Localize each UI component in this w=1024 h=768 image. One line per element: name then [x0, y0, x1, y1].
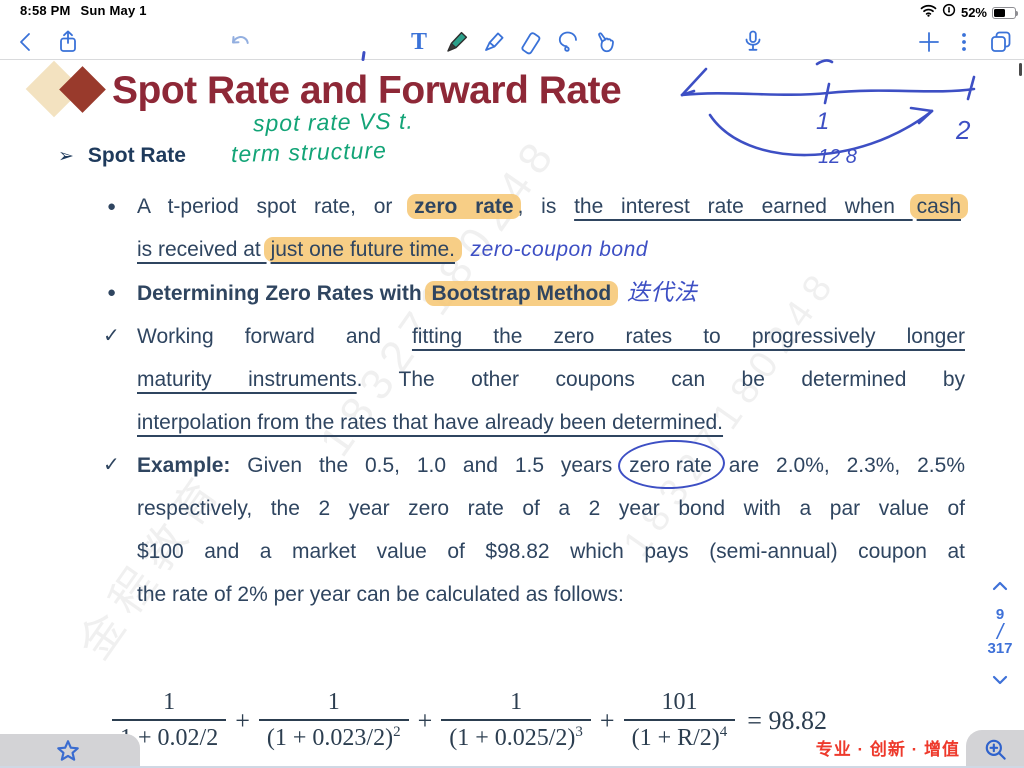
bookmark-tab[interactable] — [0, 734, 140, 768]
working-line2: maturity instruments. The other coupons … — [137, 368, 965, 391]
ink-label-2: 2 — [955, 115, 971, 145]
slide-title-row: Spot Rate and Forward Rate — [25, 60, 622, 118]
ink-note-zero-coupon: zero-coupon bond — [470, 238, 648, 261]
section-heading-row: ➢ Spot Rate — [58, 144, 186, 168]
scroll-indicator[interactable] — [1019, 63, 1022, 76]
brand-slogan: 专业 · 创新 · 增值 — [815, 740, 960, 759]
wifi-icon — [920, 4, 937, 22]
example-line2: respectively, the 2 year zero rate of a … — [137, 497, 965, 520]
star-icon — [57, 740, 79, 761]
undo-button[interactable] — [224, 26, 256, 58]
highlighted-term: Bootstrap Method — [424, 281, 619, 306]
example-line4: the rate of 2% per year can be calculate… — [137, 583, 624, 606]
page-up-button[interactable] — [990, 579, 1010, 593]
ink-label-128: 12 8 — [818, 146, 857, 168]
formula-result: = 98.82 — [747, 705, 827, 735]
section-heading: Spot Rate — [87, 144, 186, 167]
formula-fraction-4: 101 (1 + R/2)4 — [623, 689, 736, 752]
pages-overview-button[interactable] — [985, 26, 1017, 58]
zoom-in-icon — [985, 739, 1006, 760]
bottom-divider — [0, 766, 1024, 768]
highlighted-term: just one future time. — [263, 237, 462, 262]
bullet2-line: ● Determining Zero Rates with Bootstrap M… — [105, 271, 965, 315]
ink-note-iteration: 迭代法 — [626, 279, 698, 305]
page-navigator: 9 / 317 — [982, 579, 1018, 687]
note-canvas: 18327180248 金程教育 18327180248 Spot Rate a… — [0, 50, 1024, 768]
highlighted-term: cash — [909, 194, 968, 219]
highlighter-tool-button[interactable] — [478, 26, 510, 58]
battery-percent: 52% — [960, 5, 987, 20]
more-options-button[interactable] — [948, 26, 980, 58]
tap-tool-button[interactable] — [589, 26, 621, 58]
status-date: Sun May 1 — [80, 3, 147, 18]
slide-title: Spot Rate and Forward Rate — [112, 69, 622, 112]
toolbar: T — [0, 22, 1024, 60]
check-marker: ✓ — [103, 454, 120, 476]
text-tool-icon: T — [410, 28, 427, 55]
arrow-bullet-icon: ➢ — [58, 146, 74, 167]
status-time: 8:58 PM — [20, 3, 71, 18]
rotation-lock-icon — [942, 3, 956, 22]
eraser-tool-button[interactable] — [515, 26, 547, 58]
status-time-date: 8:58 PM Sun May 1 — [20, 3, 147, 18]
bullet-marker: ● — [107, 198, 117, 215]
bullet-marker: ● — [107, 284, 117, 301]
bootstrap-formula: 1 1 + 0.02/2 + 1 (1 + 0.023/2)2 + 1 (1 +… — [112, 689, 827, 752]
battery-icon — [992, 6, 1018, 19]
ink-circle-annotation — [617, 438, 726, 491]
lasso-tool-button[interactable] — [552, 26, 584, 58]
ink-note-green-1: spot rate VS t. — [252, 107, 414, 137]
example-line1: ✓ Example: Given the 0.5, 1.0 and 1.5 yea… — [103, 438, 965, 491]
ink-note-green-2: term structure — [230, 136, 388, 168]
bullet1-line2: is received at just one future time. zer… — [137, 237, 648, 262]
text-tool-button[interactable]: T — [403, 26, 435, 58]
page-down-button[interactable] — [990, 673, 1010, 687]
slide-body: ● A t-period spot rate, or zero rate, is … — [103, 185, 968, 616]
highlighted-term: zero rate — [407, 194, 521, 219]
pen-tool-button[interactable] — [441, 26, 473, 58]
check-marker: ✓ — [103, 325, 120, 347]
ink-timeline-diagram: 1 2 12 8 — [680, 59, 976, 168]
page-slash: / — [996, 619, 1004, 644]
formula-fraction-2: 1 (1 + 0.023/2)2 — [258, 689, 409, 752]
share-button[interactable] — [52, 26, 84, 58]
total-page-number: 317 — [987, 640, 1013, 657]
microphone-button[interactable] — [737, 26, 769, 58]
example-line3: $100 and a market value of $98.82 which … — [137, 540, 965, 563]
status-bar: 8:58 PM Sun May 1 52% — [0, 0, 1024, 22]
zoom-tab[interactable] — [966, 730, 1024, 768]
working-line3: interpolation from the rates that have a… — [137, 411, 724, 434]
bullet1-line1: ● A t-period spot rate, or zero rate, is … — [105, 185, 968, 228]
formula-fraction-3: 1 (1 + 0.025/2)3 — [441, 689, 591, 752]
ink-label-1: 1 — [816, 108, 829, 135]
back-button[interactable] — [10, 26, 42, 58]
current-page-number[interactable]: 9 — [995, 606, 1005, 623]
add-page-button[interactable] — [913, 26, 945, 58]
working-line1: ✓ Working forward and fitting the zero ra… — [103, 315, 965, 358]
pen-icon — [447, 31, 468, 52]
